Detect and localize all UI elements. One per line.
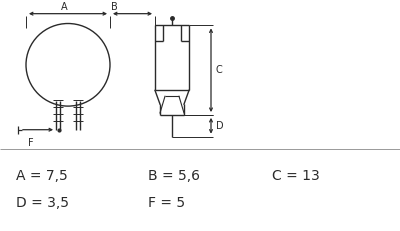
Text: C = 13: C = 13 bbox=[272, 169, 320, 183]
Text: D = 3,5: D = 3,5 bbox=[16, 196, 69, 210]
Text: B = 5,6: B = 5,6 bbox=[148, 169, 200, 183]
Text: A = 7,5: A = 7,5 bbox=[16, 169, 68, 183]
Text: C: C bbox=[216, 65, 223, 75]
Text: A: A bbox=[61, 2, 67, 12]
Text: F = 5: F = 5 bbox=[148, 196, 185, 210]
Text: D: D bbox=[216, 121, 224, 131]
Text: B: B bbox=[111, 2, 117, 12]
Text: F: F bbox=[28, 138, 34, 148]
